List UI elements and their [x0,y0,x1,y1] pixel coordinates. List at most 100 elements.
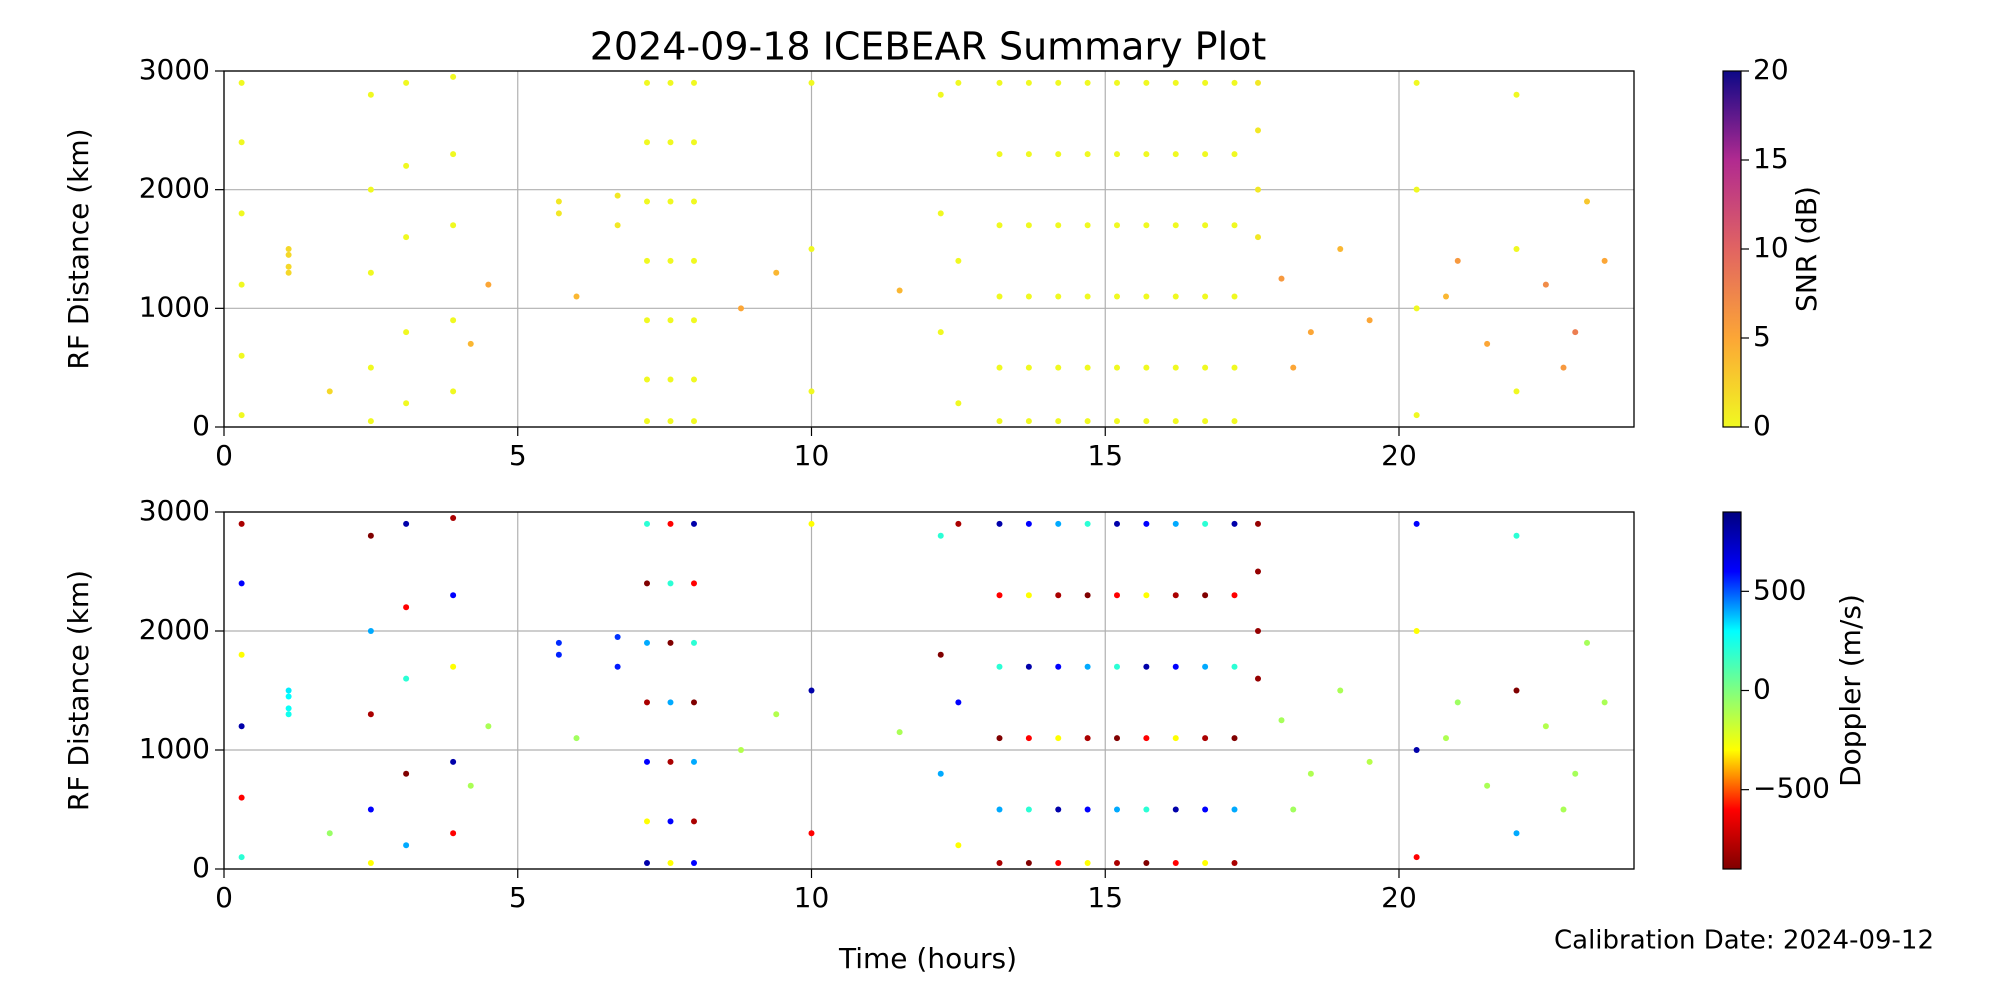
data-point [1513,388,1520,395]
data-point [450,514,457,521]
x-tick-label: 5 [509,881,527,914]
data-point [1055,663,1062,670]
data-point [1513,246,1520,252]
data-point [485,281,492,288]
data-point [955,520,962,527]
data-point [667,376,674,383]
data-point [1560,364,1567,371]
data-point [1025,592,1032,599]
data-point [1055,806,1062,813]
data-point [644,818,650,825]
data-point [1443,735,1449,742]
data-point [1542,281,1549,288]
data-point [285,269,292,276]
calibration-note: Calibration Date: 2024-09-12 [1554,926,1934,956]
data-point [467,782,474,789]
data-point [1231,860,1238,867]
x-tick-label: 0 [215,439,233,472]
colorbar-label: SNR (dB) [1790,186,1823,312]
data-point [996,418,1003,425]
data-point [667,639,674,646]
data-point [996,222,1003,229]
colorbar-tick-label: 5 [1753,320,1771,353]
data-point [1202,293,1209,300]
data-point [367,711,374,718]
data-point [367,628,374,634]
data-point [667,818,674,825]
data-point [1025,293,1032,300]
data-point [1202,520,1209,527]
data-point [367,418,374,425]
data-point [1584,639,1590,646]
data-point [996,735,1003,742]
data-point [1143,860,1150,867]
data-point [1513,830,1520,837]
data-point [555,198,562,205]
data-point [285,687,292,694]
data-point [450,388,457,395]
data-point [1114,860,1120,867]
data-point [1025,860,1032,867]
data-point [955,400,962,407]
data-point [403,400,410,407]
data-point [1413,412,1420,419]
data-point [667,860,674,867]
data-point [644,79,650,86]
data-point [1143,735,1150,742]
data-point [1202,222,1209,229]
data-point [1231,293,1238,300]
data-point [614,663,621,670]
data-point [403,770,410,777]
data-point [450,317,457,324]
data-point [367,269,374,276]
data-point [808,246,815,252]
data-point [773,269,780,276]
data-point [667,257,674,264]
data-point [1231,520,1238,527]
data-point [1055,860,1062,867]
plot-frame [223,511,1635,870]
data-point [1084,735,1091,742]
data-point [1143,79,1150,86]
data-point [285,263,292,270]
data-point [1307,329,1314,336]
data-point [1413,747,1420,753]
data-point [644,758,650,765]
data-point [403,162,410,169]
data-point [1202,663,1209,670]
data-point [808,388,815,395]
data-point [644,376,650,383]
y-tick-label: 2000 [139,613,210,646]
data-point [691,79,697,86]
data-point [691,860,697,867]
y-tick-label: 0 [192,851,210,884]
data-point [1255,628,1261,634]
data-point [1114,592,1120,599]
data-point [691,257,697,264]
data-point [1172,663,1179,670]
data-point [691,317,697,324]
data-point [1413,854,1420,861]
data-point [573,293,580,300]
data-point [1278,717,1285,724]
data-point [1114,520,1120,527]
data-point [1202,79,1209,86]
data-point [614,633,621,640]
data-point [1413,628,1420,634]
colorbar [1722,511,1742,870]
data-point [691,639,697,646]
data-point [285,246,292,252]
data-point [1413,79,1420,86]
data-point [238,352,245,359]
data-point [1231,418,1238,425]
data-point [1114,418,1120,425]
data-point [238,281,245,288]
data-point [238,520,245,527]
x-tick-label: 0 [215,881,233,914]
data-point [367,532,374,539]
data-point [1025,735,1032,742]
data-point [1255,234,1261,241]
data-point [691,758,697,765]
data-point [1025,151,1032,158]
data-point [667,139,674,146]
